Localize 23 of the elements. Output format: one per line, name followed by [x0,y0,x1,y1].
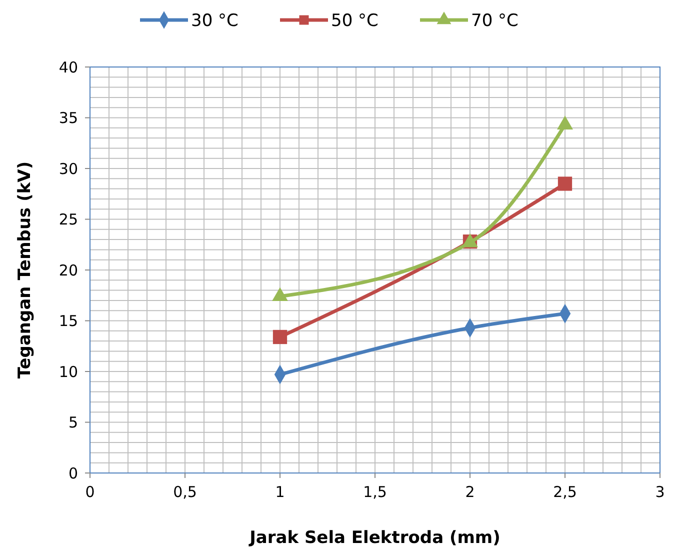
y-axis-title: Tegangan Tembus (kV) [15,161,35,379]
x-tick-label: 0 [85,483,95,501]
y-tick-label: 30 [58,160,78,178]
x-tick-label: 2,5 [553,483,577,501]
x-tick-label: 1,5 [363,483,387,501]
y-tick-label: 20 [58,261,78,280]
y-tick-label: 0 [68,464,78,482]
legend-label: 70 °C [471,10,518,31]
y-tick-label: 40 [58,58,78,76]
legend-label: 30 °C [191,10,238,31]
x-tick-label: 2 [465,483,475,501]
y-tick-label: 15 [58,312,78,330]
x-axis-title: Jarak Sela Elektroda (mm) [248,528,500,548]
x-tick-label: 3 [655,483,665,501]
y-tick-label: 25 [58,210,78,228]
x-tick-label: 0,5 [173,483,197,501]
y-tick-label: 10 [58,362,78,381]
y-tick-label: 35 [58,109,78,127]
point [557,116,573,130]
y-tick-label: 5 [68,414,78,432]
point [272,330,288,344]
legend-label: 50 °C [331,10,378,31]
x-tick-label: 1 [275,483,285,501]
